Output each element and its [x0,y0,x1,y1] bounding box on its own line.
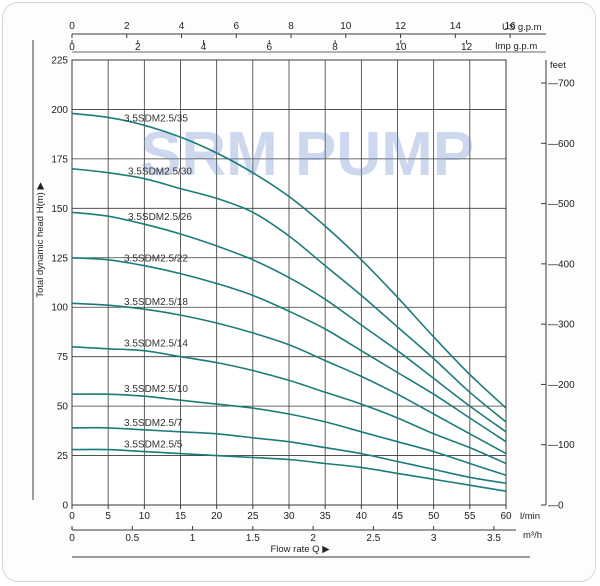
grid [71,59,507,506]
x-tick-label: 30 [283,511,295,522]
feet-unit-label: feet [550,60,566,71]
m3h-tick-label: 3 [431,533,437,544]
y-tick-label: 200 [51,105,68,116]
m3h-tick-label: 1.5 [246,533,260,544]
feet-tick-label: —400 [548,259,575,270]
x-tick-label: 45 [392,511,404,522]
curve-label: 3.5SDM2.5/7 [124,418,183,429]
m3h-tick-label: 3.5 [487,533,501,544]
impgpm-tick-label: 8 [332,42,338,53]
y-tick-label: 50 [57,402,69,413]
curve-line [71,448,507,492]
curves [71,112,507,492]
y-tick-label: 0 [62,501,68,512]
usgpm-tick-label: 2 [124,21,130,32]
x-tick-label: 5 [105,511,111,522]
curve-line [71,426,507,484]
usgpm-tick-label: 4 [179,21,185,32]
y-tick-label: 175 [51,154,68,165]
impgpm-tick-label: 12 [461,42,473,53]
impgpm-tick-label: 10 [395,42,407,53]
feet-tick-label: —200 [548,380,575,391]
x-tick-label: 55 [464,511,476,522]
curve-line [71,112,507,409]
curve-label: 3.5SDM2.5/35 [124,113,188,124]
curve-label: 3.5SDM2.5/18 [124,297,188,308]
impgpm-tick-label: 0 [69,42,75,53]
impgpm-tick-label: 6 [267,42,273,53]
x-tick-label: 20 [211,511,223,522]
curve-label: 3.5SDM2.5/30 [128,167,192,178]
m3h-tick-label: 0.5 [125,533,139,544]
y-tick-label: 75 [57,352,69,363]
feet-tick-label: —700 [548,79,575,90]
curve-labels: 3.5SDM2.5/35 3.5SDM2.5/30 3.5SDM2.5/26 3.5S… [124,113,192,450]
x-tick-label: 15 [175,511,187,522]
impgpm-tick-label: 4 [201,42,207,53]
m3h-tick-label: 1 [190,533,196,544]
y-tick-label: 125 [51,253,68,264]
x-tick-label: 25 [247,511,259,522]
feet-tick-label: —300 [548,320,575,331]
y-tick-label: 150 [51,204,68,215]
feet-tick-label: —100 [548,440,575,451]
m3h-tick-label: 2 [310,533,316,544]
curve-line [71,346,507,465]
x-tick-label: 60 [500,511,512,522]
x-tick-label: 10 [139,511,151,522]
usgpm-tick-label: 12 [395,21,407,32]
impgpm-tick-label: 2 [135,42,141,53]
usgpm-tick-label: 16 [505,21,517,32]
usgpm-tick-label: 10 [340,21,352,32]
curve-line [71,302,507,455]
y-axis-label: Total dynamic head H(m) ▶ [35,182,46,298]
curve-line [71,257,507,443]
m3h-tick-label: 0 [69,533,75,544]
usgpm-tick-label: 14 [450,21,462,32]
curve-label: 3.5SDM2.5/5 [124,440,183,451]
curve-label: 3.5SDM2.5/10 [124,384,188,395]
curve-label: 3.5SDM2.5/22 [124,254,188,265]
impgpm-unit-label: Imp g.p.m [495,41,537,52]
curve-label: 3.5SDM2.5/14 [124,339,188,350]
usgpm-tick-label: 8 [288,21,294,32]
curve-line [71,168,507,423]
y-tick-label: 225 [51,56,68,67]
x-axis-label: Flow rate Q ▶ [270,544,330,555]
usgpm-tick-label: 6 [234,21,240,32]
axes: 0 5 10 15 20 25 30 35 40 45 50 55 600255075100125150… [32,21,575,558]
y-tick-label: 25 [57,451,69,462]
x-tick-label: 0 [69,511,75,522]
curve-line [71,393,507,477]
y-tick-label: 100 [51,303,68,314]
m3h-unit-label: m³/h [523,530,542,541]
feet-tick-label: —0 [548,501,564,512]
m3h-tick-label: 2.5 [366,533,380,544]
feet-tick-label: —500 [548,199,575,210]
curve-line [71,211,507,433]
x-tick-label: 35 [320,511,332,522]
x-tick-label: 40 [356,511,368,522]
usgpm-unit-label: US g.p.m [502,22,542,33]
usgpm-tick-label: 0 [69,21,75,32]
curve-label: 3.5SDM2.5/26 [128,212,192,223]
feet-tick-label: —600 [548,139,575,150]
watermark: SRM PUMP [140,120,474,189]
x-tick-label: 50 [428,511,440,522]
lmin-unit-label: l/min [520,511,540,522]
